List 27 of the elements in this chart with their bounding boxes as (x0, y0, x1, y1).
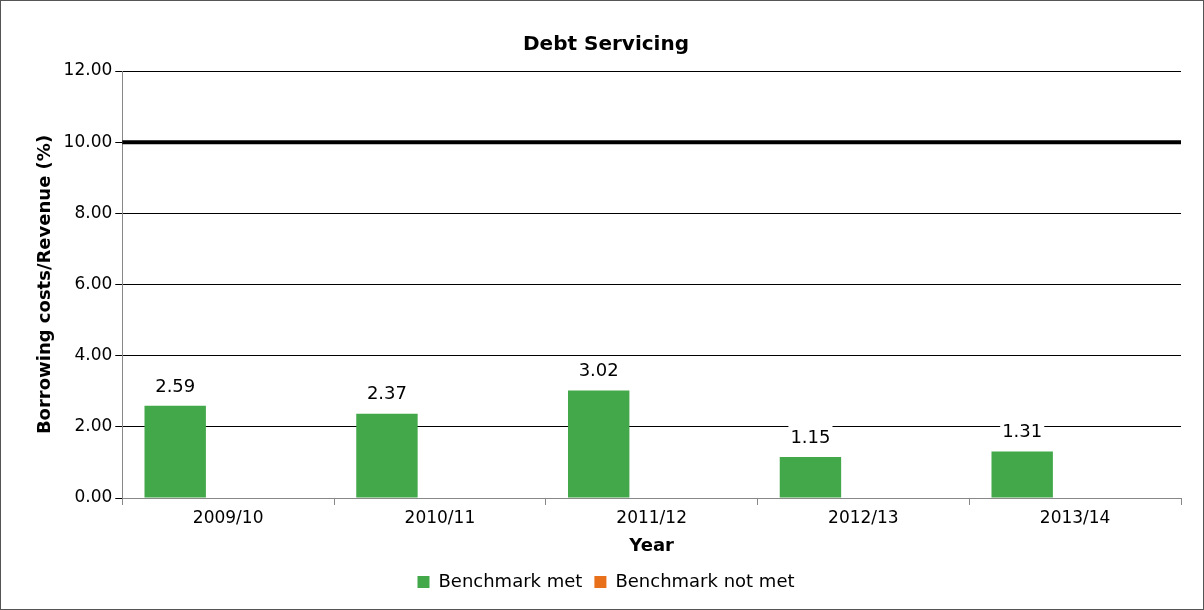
y-axis-title: Borrowing costs/Revenue (%) (33, 134, 55, 435)
data-label: 3.02 (578, 359, 619, 381)
data-label: 1.31 (1002, 420, 1043, 442)
x-tick-label: 2011/12 (616, 506, 687, 527)
bar (356, 413, 418, 498)
legend-label: Benchmark not met (615, 569, 795, 591)
x-tick-label: 2013/14 (1039, 506, 1111, 527)
x-tick-label: 2010/11 (404, 506, 476, 527)
x-tick-label: 2009/10 (192, 506, 264, 527)
x-tick-label: 2012/13 (828, 506, 899, 527)
y-tick-label: 12.00 (63, 59, 113, 80)
y-tick-label: 8.00 (74, 201, 113, 222)
data-label: 2.59 (155, 374, 196, 396)
chart-title: Debt Servicing (523, 31, 689, 56)
bar (779, 457, 842, 498)
bar (144, 405, 206, 498)
y-tick-label: 4.00 (74, 344, 113, 365)
y-tick-label: 0.00 (74, 486, 113, 507)
legend-label: Benchmark met (438, 569, 583, 591)
data-label: 1.15 (790, 425, 831, 447)
data-label: 2.37 (366, 382, 407, 404)
y-tick-label: 6.00 (74, 272, 113, 293)
bar (991, 451, 1053, 498)
x-axis-title: Year (628, 533, 675, 555)
y-tick-label: 2.00 (74, 415, 113, 436)
bar (567, 390, 630, 498)
y-tick-label: 10.00 (63, 130, 113, 151)
